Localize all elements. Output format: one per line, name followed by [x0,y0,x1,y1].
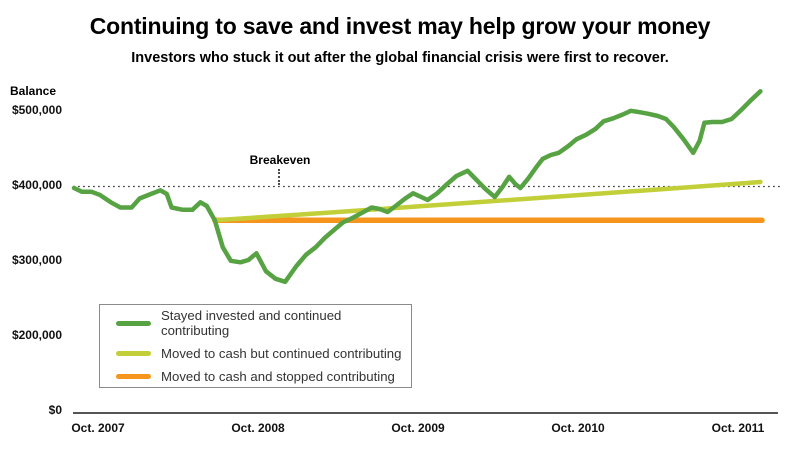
legend-label: Stayed invested and continued contributi… [161,308,342,338]
legend-label: Moved to cash but continued contributing [161,346,402,361]
y-axis-tick-label: $200,000 [11,327,62,342]
chart-title: Continuing to save and invest may help g… [89,13,711,39]
yellowgreen-line-swatch-icon [116,351,151,356]
breakeven-tick-mark [278,169,280,185]
breakeven-annotation: Breakeven [249,153,311,167]
legend-item-stayed-invested: Stayed invested and continued contributi… [116,308,411,338]
y-axis-tick-label: $300,000 [11,252,62,267]
legend: Stayed invested and continued contributi… [99,304,412,388]
series-line-cash-contributing [212,179,763,223]
green-line-swatch-icon [116,320,151,326]
legend-item-cash-contributing: Moved to cash but continued contributing [116,346,411,361]
chart-subtitle: Investors who stuck it out after the glo… [131,50,669,66]
y-axis-tick-label: $0 [48,402,62,417]
legend-item-cash-stopped: Moved to cash and stopped contributing [116,369,411,384]
y-axis-tick-label: $400,000 [11,177,62,192]
x-axis-tick-label: Oct. 2009 [391,421,445,435]
legend-label: Moved to cash and stopped contributing [161,369,395,384]
orange-line-swatch-icon [116,374,151,379]
x-axis-tick-label: Oct. 2008 [231,421,285,435]
x-axis-tick-label: Oct. 2010 [551,421,605,435]
y-axis-title: Balance [10,84,57,98]
x-axis-tick-label: Oct. 2011 [711,421,765,435]
series-line-stayed-invested [71,89,763,285]
x-axis-tick-label: Oct. 2007 [71,421,125,435]
y-axis-tick-label: $500,000 [11,102,62,117]
